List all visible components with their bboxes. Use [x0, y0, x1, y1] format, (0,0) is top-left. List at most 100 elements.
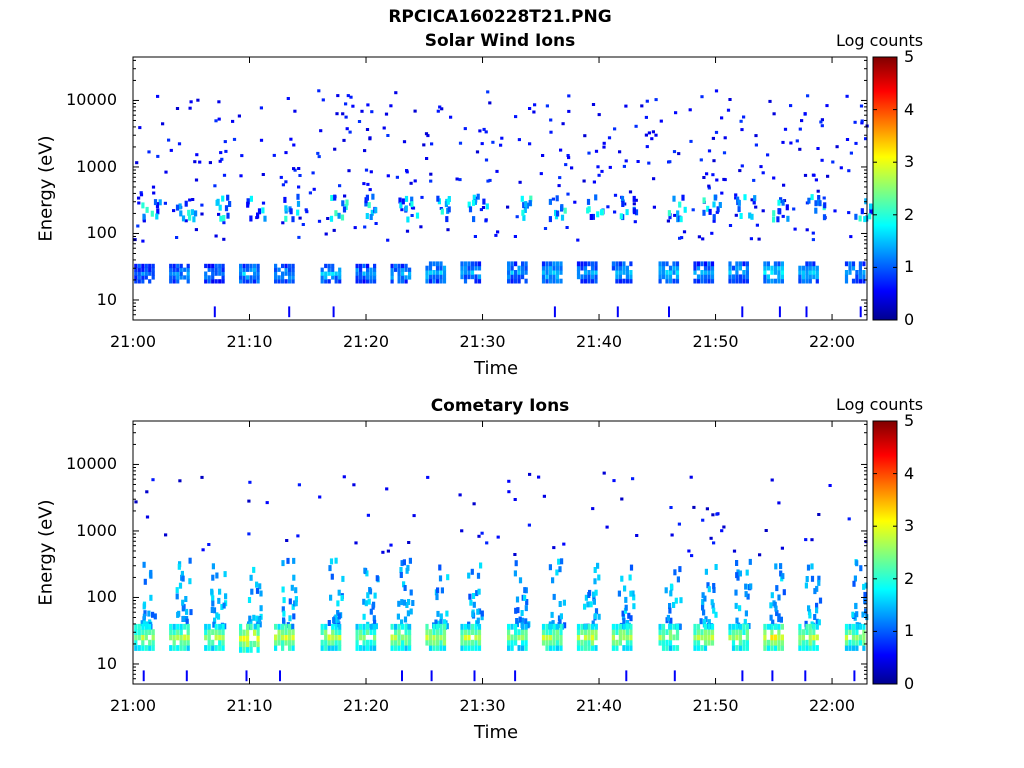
burst-cell: [179, 271, 183, 276]
noise-pixel: [849, 151, 853, 155]
burst-cell: [324, 623, 328, 630]
burst-cell: [221, 279, 225, 284]
burst-cell: [204, 279, 208, 284]
mid-band-pixel: [367, 202, 371, 209]
burst-cell: [331, 634, 335, 641]
burst-cell: [545, 634, 549, 641]
burst-cell: [770, 270, 774, 275]
noise-pixel: [613, 210, 617, 214]
noise-pixel: [600, 169, 604, 173]
noise-pixel: [285, 539, 289, 542]
mid-band-pixel: [184, 200, 188, 207]
mid-band-pixel: [706, 205, 710, 212]
burst-cell: [435, 634, 440, 641]
burst-cell: [288, 275, 292, 280]
burst-cell: [524, 270, 528, 275]
plume-pixel: [436, 610, 440, 617]
noise-pixel: [811, 231, 815, 235]
noise-pixel: [754, 143, 758, 147]
plume-pixel: [336, 600, 340, 607]
noise-pixel: [567, 109, 571, 113]
burst-cell: [777, 623, 781, 630]
noise-pixel: [208, 161, 212, 165]
plume-pixel: [337, 613, 341, 620]
burst-cell: [362, 271, 366, 276]
burst-cell: [239, 271, 243, 276]
burst-cell: [284, 639, 288, 646]
plume-pixel: [294, 600, 298, 607]
noise-pixel: [758, 553, 762, 557]
burst-cell: [338, 645, 342, 651]
burst-cell: [327, 634, 331, 641]
noise-pixel: [722, 151, 727, 155]
noise-pixel: [318, 495, 322, 499]
burst-cell: [207, 629, 211, 635]
burst-cell: [658, 629, 662, 635]
burst-cell: [524, 639, 528, 646]
burst-cell: [672, 261, 676, 267]
burst-cell: [661, 639, 666, 646]
burst-cell: [710, 274, 715, 280]
burst-cell: [855, 274, 859, 280]
burst-cell: [742, 278, 746, 284]
burst-cell: [211, 275, 215, 280]
low-streak: [616, 306, 619, 318]
noise-pixel: [711, 136, 715, 140]
burst-cell: [477, 278, 482, 284]
burst-cell: [672, 265, 676, 271]
noise-pixel: [527, 523, 531, 527]
burst-cell: [745, 645, 749, 651]
burst-cell: [611, 634, 615, 641]
burst-cell: [204, 263, 208, 269]
noise-pixel: [607, 136, 612, 140]
mid-band-pixel: [632, 208, 636, 215]
burst-cell: [858, 639, 862, 646]
burst-cell: [214, 271, 218, 276]
burst-cell: [460, 634, 464, 641]
burst-cell: [320, 629, 324, 635]
burst-cell: [541, 270, 546, 275]
noise-pixel: [707, 149, 712, 153]
burst-cell: [517, 274, 521, 280]
plume-pixel: [523, 587, 527, 594]
burst-cell: [207, 279, 211, 284]
noise-pixel: [670, 533, 674, 537]
burst-cell: [773, 639, 777, 646]
burst-cell: [176, 645, 180, 651]
burst-cell: [555, 623, 560, 630]
burst-cell: [590, 623, 595, 630]
burst-cell: [334, 634, 338, 641]
mid-band-pixel: [401, 198, 405, 205]
noise-pixel: [702, 176, 706, 179]
noise-pixel: [543, 227, 548, 230]
x-tick-label: 22:00: [808, 696, 856, 715]
burst-cell: [435, 623, 440, 630]
noise-pixel: [261, 201, 266, 205]
burst-cell: [334, 623, 338, 630]
noise-pixel: [213, 184, 217, 188]
burst-cell: [548, 634, 553, 641]
burst-cell: [583, 270, 588, 275]
plume-pixel: [863, 591, 867, 598]
burst-cell: [439, 645, 443, 651]
plume-pixel: [597, 613, 601, 620]
plume-pixel: [735, 560, 739, 566]
burst-cell: [242, 271, 246, 276]
burst-cell: [629, 639, 633, 646]
plume-pixel: [469, 599, 473, 606]
noise-pixel: [565, 226, 569, 229]
burst-cell: [738, 261, 742, 267]
burst-cell: [134, 263, 138, 269]
burst-cell: [324, 279, 328, 284]
noise-pixel: [272, 153, 276, 157]
plume-pixel: [217, 597, 221, 604]
burst-cell: [327, 271, 331, 276]
plume-pixel: [548, 564, 552, 571]
burst-cell: [545, 639, 549, 646]
plume-pixel: [817, 579, 821, 586]
burst-cell: [576, 265, 581, 271]
plume-pixel: [861, 611, 865, 618]
plume-pixel: [748, 558, 752, 565]
mid-band-pixel: [621, 201, 625, 207]
burst-cell: [362, 645, 366, 651]
